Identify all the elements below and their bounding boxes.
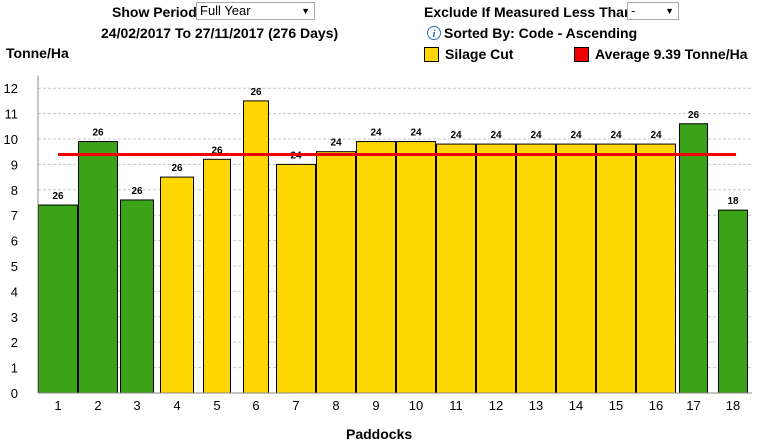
bar-11[interactable] (436, 143, 476, 394)
x-tick-label: 16 (649, 398, 663, 413)
y-tick-label: 0 (11, 386, 18, 401)
bar-15[interactable] (596, 143, 636, 394)
show-period-value: Full Year (200, 3, 251, 18)
y-tick-label: 7 (11, 208, 18, 223)
legend-label-average: Average 9.39 Tonne/Ha (595, 46, 748, 62)
y-tick-label: 9 (11, 157, 18, 172)
legend-swatch-silage (424, 47, 439, 62)
y-tick-label: 11 (5, 107, 19, 122)
exclude-select[interactable]: - ▼ (627, 2, 679, 20)
bar-16[interactable] (636, 143, 676, 394)
bar-value-label: 26 (688, 110, 700, 121)
x-tick-label: 18 (726, 398, 740, 413)
info-icon[interactable]: i (427, 26, 441, 40)
x-tick-label: 7 (292, 398, 299, 413)
x-tick-label: 17 (686, 398, 700, 413)
bar-value-label: 24 (490, 130, 502, 141)
bar-value-label: 26 (211, 145, 223, 156)
y-axis-title: Tonne/Ha (6, 45, 69, 61)
bar-4[interactable] (160, 176, 194, 394)
dropdown-arrow-icon: ▼ (665, 6, 674, 16)
x-tick-label: 11 (449, 398, 463, 413)
exclude-label: Exclude If Measured Less Than (424, 4, 633, 20)
bar-value-label: 24 (330, 138, 342, 149)
y-tick-label: 2 (11, 335, 18, 350)
show-period-label: Show Period (112, 4, 197, 20)
bar-value-label: 18 (727, 196, 739, 207)
bar-value-label: 24 (530, 130, 542, 141)
x-tick-label: 12 (489, 398, 503, 413)
bar-13[interactable] (516, 143, 556, 394)
bar-3[interactable] (120, 199, 154, 394)
x-tick-label: 6 (252, 398, 259, 413)
bar-17[interactable] (679, 123, 708, 394)
date-range: 24/02/2017 To 27/11/2017 (276 Days) (101, 25, 339, 41)
legend-label-silage: Silage Cut (445, 46, 514, 62)
bar-10[interactable] (396, 141, 436, 394)
y-tick-label: 8 (11, 183, 18, 198)
x-tick-label: 1 (54, 398, 61, 413)
bar-value-label: 26 (250, 87, 262, 98)
bar-8[interactable] (316, 151, 356, 394)
y-tick-label: 1 (11, 361, 18, 376)
bar-7[interactable] (276, 163, 316, 394)
exclude-value: - (631, 3, 636, 18)
x-tick-label: 8 (332, 398, 339, 413)
x-tick-label: 13 (529, 398, 543, 413)
show-period-select[interactable]: Full Year ▼ (196, 2, 315, 20)
bar-value-label: 24 (410, 128, 422, 139)
bar-value-label: 24 (570, 130, 582, 141)
x-tick-label: 15 (609, 398, 623, 413)
bar-value-label: 24 (650, 130, 662, 141)
bar-value-label: 24 (610, 130, 622, 141)
bar-value-label: 24 (450, 130, 462, 141)
y-tick-label: 4 (11, 284, 18, 299)
x-tick-label: 10 (409, 398, 423, 413)
bar-value-label: 26 (92, 128, 104, 139)
y-tick-label: 3 (11, 310, 18, 325)
bar-value-label: 26 (171, 163, 183, 174)
x-tick-label: 4 (173, 398, 180, 413)
x-tick-label: 14 (569, 398, 583, 413)
bar-5[interactable] (203, 158, 231, 394)
x-tick-label: 5 (213, 398, 220, 413)
bar-value-label: 26 (52, 191, 64, 202)
x-tick-label: 2 (94, 398, 101, 413)
x-axis-title: Paddocks (346, 426, 413, 442)
sorted-by: Sorted By: Code - Ascending (444, 25, 638, 41)
bar-9[interactable] (356, 141, 396, 394)
bar-2[interactable] (78, 141, 118, 394)
bar-value-label: 24 (370, 128, 382, 139)
x-tick-label: 9 (372, 398, 379, 413)
y-tick-label: 10 (4, 132, 18, 147)
y-tick-label: 5 (11, 259, 18, 274)
bar-1[interactable] (38, 204, 78, 394)
x-tick-label: 3 (133, 398, 140, 413)
dropdown-arrow-icon: ▼ (301, 6, 310, 16)
bar-18[interactable] (718, 209, 748, 394)
bar-14[interactable] (556, 143, 596, 394)
bar-6[interactable] (243, 100, 269, 394)
y-tick-label: 12 (4, 81, 18, 96)
legend-swatch-average (574, 47, 589, 62)
bar-12[interactable] (476, 143, 516, 394)
bar-value-label: 26 (131, 186, 143, 197)
y-tick-label: 6 (11, 234, 18, 249)
